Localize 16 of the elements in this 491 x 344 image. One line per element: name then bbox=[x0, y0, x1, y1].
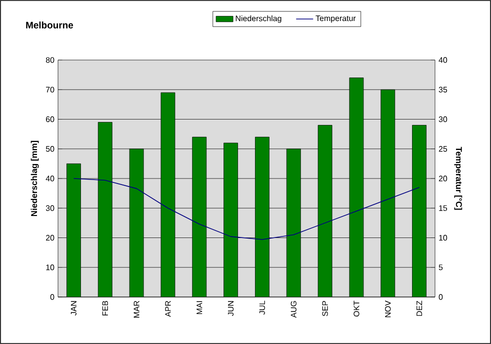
line-series bbox=[73, 178, 420, 240]
bar bbox=[412, 124, 426, 297]
bar bbox=[192, 136, 207, 297]
y-axis-title: Niederschlag [mm] bbox=[30, 140, 39, 216]
bar bbox=[255, 136, 270, 297]
bar bbox=[286, 148, 301, 297]
bar bbox=[349, 78, 364, 297]
bar bbox=[98, 122, 112, 297]
chart-title: Melbourne bbox=[26, 22, 74, 28]
bar bbox=[224, 142, 238, 297]
bar bbox=[160, 92, 176, 297]
bar bbox=[318, 124, 332, 297]
bar bbox=[129, 148, 144, 297]
bar bbox=[66, 163, 81, 297]
y2-axis-title: Temperatur [°C] bbox=[454, 146, 462, 210]
bar bbox=[380, 89, 396, 297]
